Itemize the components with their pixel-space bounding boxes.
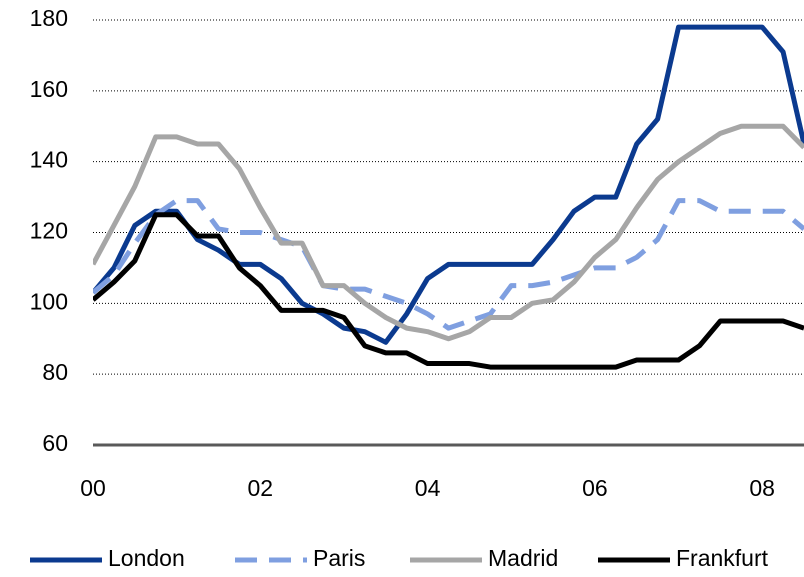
y-tick-label: 120 xyxy=(30,218,68,244)
y-tick-label: 60 xyxy=(42,430,68,456)
plot-area xyxy=(93,24,804,370)
series-line xyxy=(93,198,804,331)
x-tick-label: 00 xyxy=(80,475,106,501)
y-tick-label: 100 xyxy=(30,288,68,314)
x-tick-label: 02 xyxy=(247,475,273,501)
x-tick-label: 08 xyxy=(749,475,775,501)
series-line xyxy=(93,212,804,370)
y-tick-label: 80 xyxy=(42,359,68,385)
series-line xyxy=(93,24,804,345)
y-tick-label: 180 xyxy=(30,5,68,31)
grid xyxy=(93,19,804,447)
labels: 60 80 100 120 140 160 180 00 02 04 06 08 London Paris… xyxy=(30,5,775,571)
legend-label: Paris xyxy=(313,545,365,571)
legend-label: Madrid xyxy=(488,545,558,571)
y-tick-label: 160 xyxy=(30,76,68,102)
x-tick-label: 04 xyxy=(415,475,441,501)
legend-label: Frankfurt xyxy=(676,545,769,571)
y-tick-label: 140 xyxy=(30,147,68,173)
x-tick-label: 06 xyxy=(582,475,608,501)
series-line xyxy=(93,123,804,342)
legend-label: London xyxy=(108,545,185,571)
